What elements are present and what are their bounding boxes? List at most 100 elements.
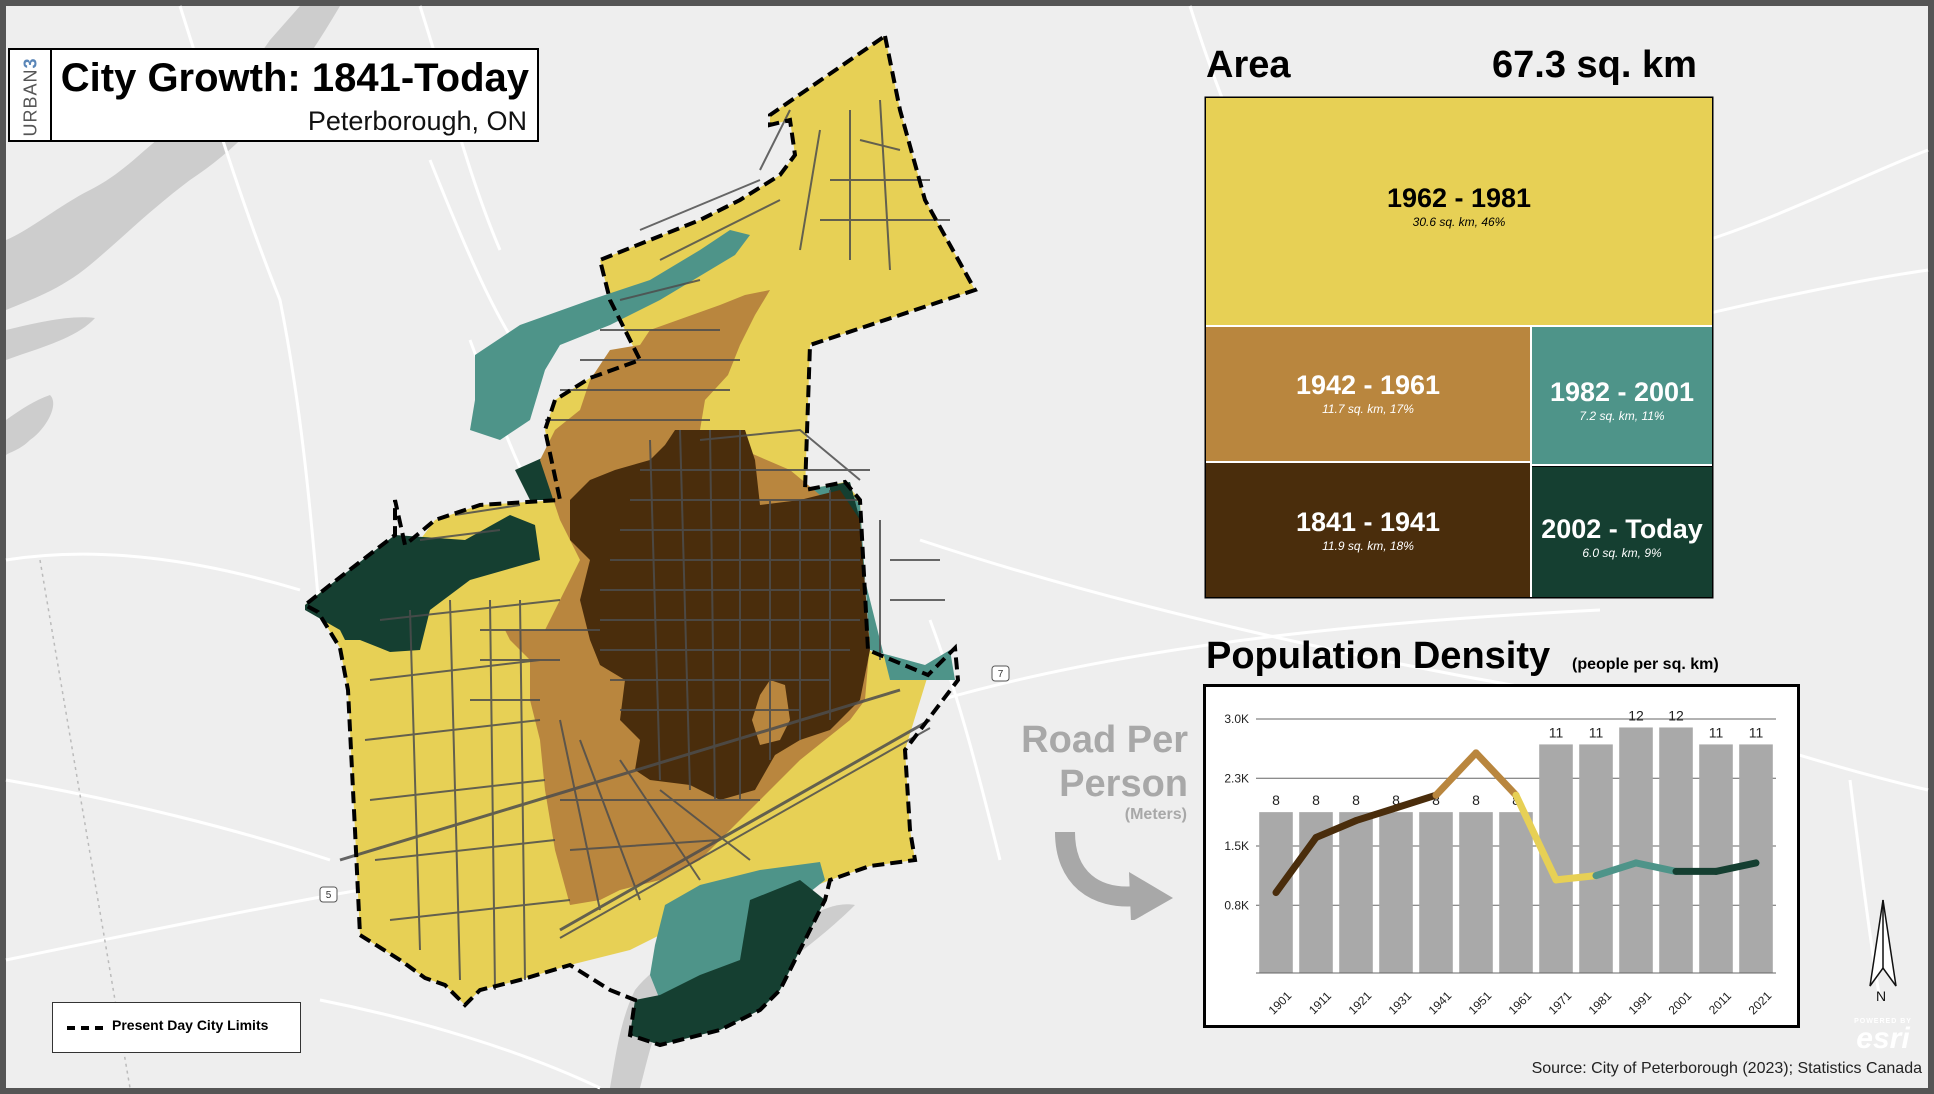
bar[interactable] (1739, 744, 1773, 973)
area-total: 67.3 sq. km (1492, 44, 1697, 86)
north-label: N (1876, 988, 1887, 1004)
bar[interactable] (1379, 812, 1413, 973)
highway-shield-5: 5 (319, 886, 338, 903)
zone-1841-1941[interactable] (570, 430, 870, 800)
x-tick-label: 1911 (1306, 989, 1334, 1017)
road-per-person-line2: Person (1059, 763, 1188, 805)
x-tick-label: 1921 (1346, 988, 1375, 1017)
legend-label: Present Day City Limits (112, 1017, 269, 1033)
tile-1962-1981-label: 1962 - 1981 30.6 sq. km, 46% (1206, 183, 1712, 229)
present-day-city-limits[interactable] (301, 32, 978, 1048)
esri-wordmark: esri (1856, 1022, 1910, 1055)
tile-stats: 30.6 sq. km, 46% (1412, 215, 1506, 229)
tile-1982-2001-label: 1982 - 2001 7.2 sq. km, 11% (1532, 377, 1712, 423)
bar[interactable] (1579, 744, 1613, 973)
x-tick-label: 1961 (1506, 988, 1535, 1017)
growth-zones[interactable] (305, 36, 975, 1045)
area-treemap (1204, 96, 1714, 599)
y-tick-label: 2.3K (1224, 771, 1249, 785)
tile-stats: 6.0 sq. km, 9% (1582, 546, 1662, 560)
bar[interactable] (1659, 727, 1693, 973)
density-line-segment[interactable] (1432, 749, 1480, 799)
dashed-line-symbol (67, 1026, 103, 1030)
bar-value-label: 11 (1549, 724, 1564, 740)
tile-1841-1941[interactable] (1206, 463, 1530, 597)
zone-2002-today-south[interactable] (630, 880, 825, 1045)
brand-prefix: URBAN (20, 68, 41, 137)
urban3-logo: URBAN3 (21, 57, 42, 136)
density-line-segment[interactable] (1312, 817, 1360, 842)
highway-shield-7: 7 (991, 665, 1010, 682)
tile-1942-1961-label: 1942 - 1961 11.7 sq. km, 17% (1206, 370, 1530, 416)
tile-1962-1981[interactable] (1206, 98, 1712, 325)
map-title: City Growth: 1841-Today (60, 56, 529, 100)
population-density-chart[interactable]: 0.8K1.5K2.3K3.0K888888811111212111119011… (1206, 687, 1797, 1025)
x-tick-label: 2011 (1706, 989, 1734, 1017)
tile-stats: 11.9 sq. km, 18% (1322, 539, 1414, 553)
curved-arrow-icon (1055, 831, 1173, 920)
tile-1942-1961[interactable] (1206, 327, 1530, 461)
density-line-segment[interactable] (1272, 834, 1320, 897)
tile-1982-2001[interactable] (1532, 327, 1712, 465)
street-network (339, 99, 950, 991)
density-line-segment[interactable] (1512, 791, 1560, 884)
tile-period: 1841 - 1941 (1295, 507, 1441, 537)
title-box: URBAN3 City Growth: 1841-Today Peterboro… (8, 48, 539, 142)
tile-period: 1962 - 1981 (1386, 183, 1532, 213)
density-line-segment[interactable] (1712, 859, 1760, 875)
legend: Present Day City Limits (52, 1002, 301, 1053)
bar-value-label: 8 (1312, 792, 1320, 808)
road-per-person-line1: Road Per (1021, 719, 1188, 761)
density-line-segment[interactable] (1352, 804, 1400, 825)
brand-suffix: 3 (20, 57, 41, 69)
zone-2002-today-west[interactable] (305, 515, 540, 652)
bar[interactable] (1459, 812, 1493, 973)
tile-2002-today[interactable] (1532, 467, 1712, 597)
zone-1982-2001-north[interactable] (470, 230, 750, 440)
road-per-person-units: (Meters) (1124, 806, 1187, 823)
density-line-segment[interactable] (1592, 859, 1640, 880)
x-tick-label: 1951 (1466, 988, 1495, 1017)
bar-value-label: 8 (1352, 792, 1360, 808)
tile-stats: 11.7 sq. km, 17% (1322, 402, 1414, 416)
bar-value-label: 11 (1589, 724, 1604, 740)
tile-stats: 7.2 sq. km, 11% (1579, 409, 1665, 423)
bar-value-label: 8 (1392, 792, 1400, 808)
tile-period: 1942 - 1961 (1295, 370, 1441, 400)
y-tick-label: 1.5K (1224, 839, 1249, 853)
y-tick-label: 0.8K (1224, 898, 1249, 912)
population-density-units: (people per sq. km) (1572, 656, 1719, 673)
x-tick-label: 1941 (1426, 988, 1455, 1017)
bar[interactable] (1619, 727, 1653, 973)
highway-shield-label: 7 (998, 669, 1004, 680)
zone-1982-2001-east[interactable] (800, 483, 955, 680)
brand-strip: URBAN3 (10, 50, 52, 140)
density-line-segment[interactable] (1392, 791, 1440, 812)
y-tick-label: 3.0K (1224, 712, 1249, 726)
x-tick-label: 2001 (1666, 988, 1695, 1017)
bar[interactable] (1339, 812, 1373, 973)
highway-shield-label: 5 (326, 890, 332, 901)
density-line-segment[interactable] (1552, 872, 1600, 884)
x-tick-label: 1971 (1546, 988, 1575, 1017)
bar[interactable] (1419, 812, 1453, 973)
bar-value-label: 8 (1272, 792, 1280, 808)
bar[interactable] (1699, 744, 1733, 973)
bar-value-label: 11 (1749, 724, 1764, 740)
bar-value-label: 8 (1472, 792, 1480, 808)
source-citation: Source: City of Peterborough (2023); Sta… (1531, 1060, 1922, 1077)
esri-logo: POWERED BY esri (1848, 1018, 1918, 1055)
density-line-segment[interactable] (1632, 859, 1680, 875)
x-tick-label: 1931 (1386, 988, 1415, 1017)
tile-period: 1982 - 2001 (1549, 377, 1695, 407)
north-arrow-icon (1869, 899, 1897, 987)
bar[interactable] (1499, 812, 1533, 973)
road-per-person-label: Road Per Person (990, 718, 1188, 806)
bar-value-label: 8 (1432, 792, 1440, 808)
esri-powered-by: POWERED BY (1854, 1018, 1912, 1025)
tile-period: 2002 - Today (1541, 514, 1703, 544)
area-label: Area (1206, 44, 1291, 86)
density-line-segment[interactable] (1472, 749, 1520, 799)
x-tick-label: 1991 (1626, 988, 1655, 1017)
